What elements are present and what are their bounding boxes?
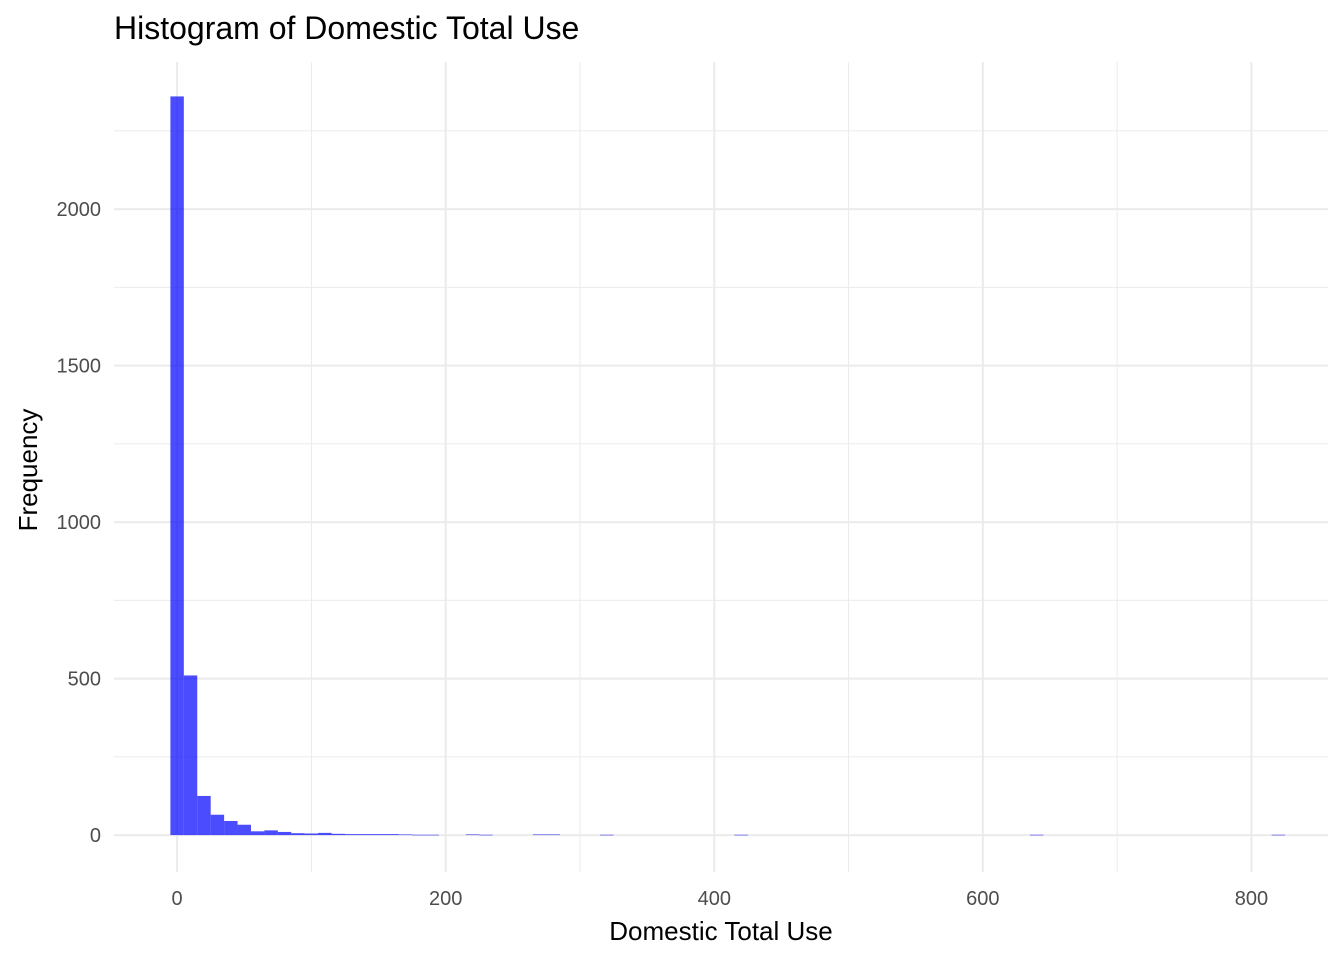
histogram-bar: [546, 834, 560, 836]
histogram-bar: [344, 834, 359, 836]
histogram-bar: [385, 834, 399, 836]
y-tick-label: 500: [68, 669, 101, 691]
histogram-bar: [398, 834, 413, 836]
histogram-bar: [734, 834, 748, 836]
histogram-bar: [183, 675, 198, 836]
histogram-bar: [170, 96, 184, 836]
histogram-bar: [304, 833, 319, 836]
minor-gridlines: [114, 62, 1328, 872]
histogram-bar: [479, 834, 493, 836]
x-tick-label: 600: [966, 888, 999, 910]
histogram-bars: [170, 96, 1286, 836]
histogram-bar: [358, 834, 372, 836]
histogram-bar: [600, 834, 614, 836]
x-tick-label: 0: [172, 888, 183, 910]
y-tick-label: 1000: [57, 512, 102, 534]
y-tick-label: 1500: [57, 356, 102, 378]
x-axis-title: Domestic Total Use: [609, 916, 833, 946]
histogram-bar: [210, 814, 225, 836]
histogram-bar: [277, 831, 292, 836]
histogram-bar: [250, 831, 265, 836]
x-tick-label: 200: [429, 888, 462, 910]
histogram-bar: [465, 834, 480, 836]
histogram-bar: [264, 830, 278, 836]
major-gridlines: [114, 62, 1328, 872]
histogram-bar: [224, 820, 238, 836]
histogram-bar: [412, 834, 426, 836]
x-axis-tick-labels: 0 200 400 600 800: [172, 888, 1269, 910]
x-tick-label: 800: [1235, 888, 1268, 910]
y-tick-label: 2000: [57, 199, 102, 221]
histogram-bar: [532, 834, 547, 836]
y-axis-tick-labels: 0 500 1000 1500 2000: [57, 199, 102, 847]
histogram-bar: [331, 833, 345, 836]
y-tick-label: 0: [90, 825, 101, 847]
histogram-bar: [197, 795, 211, 836]
histogram-bar: [371, 834, 386, 836]
chart-title: Histogram of Domestic Total Use: [114, 10, 579, 46]
histogram-bar: [1271, 834, 1286, 836]
histogram-bar: [237, 824, 251, 836]
histogram-bar: [291, 833, 305, 836]
y-axis-title: Frequency: [13, 409, 43, 532]
histogram-bar: [318, 832, 332, 836]
x-tick-label: 400: [698, 888, 731, 910]
histogram-bar: [1029, 834, 1044, 836]
histogram-bar: [425, 834, 439, 836]
